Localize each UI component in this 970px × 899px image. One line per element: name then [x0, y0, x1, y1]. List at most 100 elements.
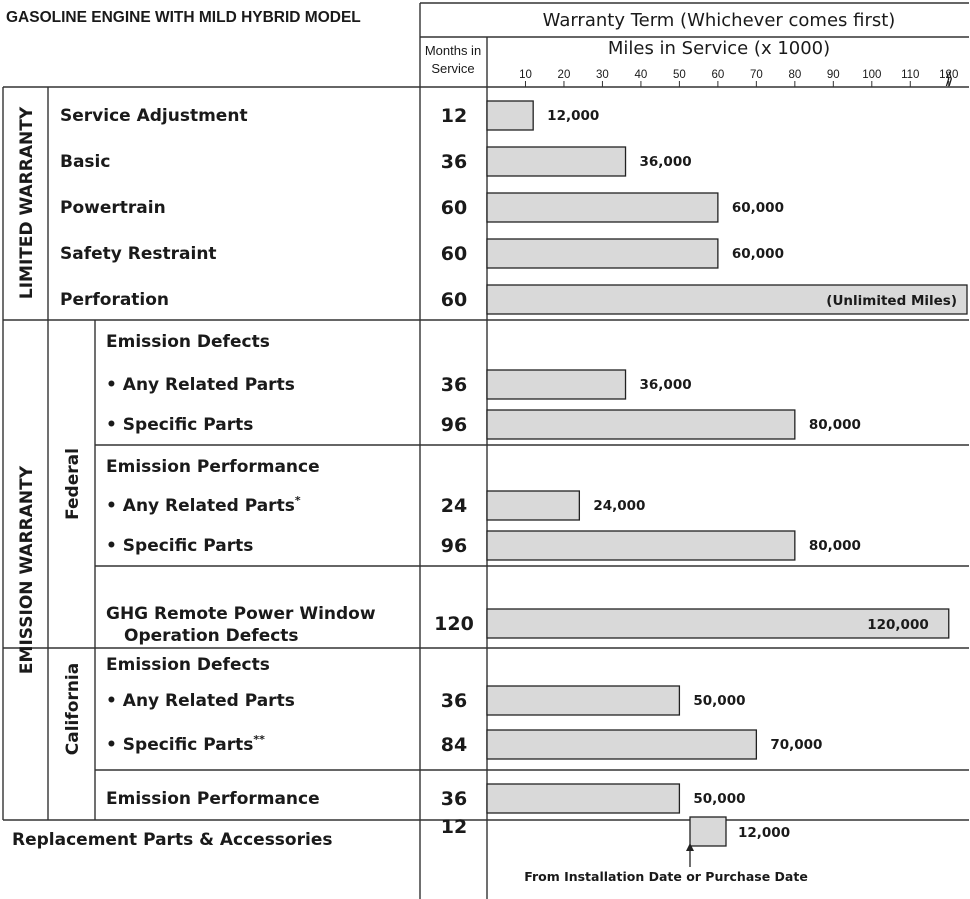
axis-tick-label: 80: [788, 69, 801, 81]
axis-tick-label: 60: [711, 69, 724, 81]
row-months: 60: [441, 289, 467, 311]
axis-tick-label: 90: [827, 69, 840, 81]
axis-tick-label: 30: [596, 69, 609, 81]
row-months: 60: [441, 197, 467, 219]
row-label: • Any Related Parts: [106, 375, 295, 395]
table-row: Powertrain 60 60,000: [60, 192, 784, 223]
table-row: Safety Restraint 60 60,000: [60, 238, 784, 269]
row-bar: [486, 530, 796, 561]
row-bar-value: (Unlimited Miles): [826, 293, 957, 309]
axis-tick-label: 120: [939, 69, 958, 81]
row-label: Safety Restraint: [60, 244, 217, 264]
axis-tick-label: 50: [673, 69, 686, 81]
row-bar: [486, 369, 627, 400]
row-label: Powertrain: [60, 198, 166, 218]
axis-tick-label: 40: [635, 69, 648, 81]
miles-axis-ticks: 10 20 30 40 50 60 70 80 90 100 110 120: [519, 69, 958, 87]
row-label: Service Adjustment: [60, 106, 248, 126]
row-bar-value: 12,000: [738, 825, 790, 841]
row-bar: [486, 146, 627, 177]
heading-california-emission-defects: Emission Defects: [106, 655, 270, 675]
row-label: • Specific Parts**: [106, 733, 265, 755]
miles-header: Miles in Service (x 1000): [608, 38, 830, 59]
row-months: 96: [441, 535, 467, 557]
row-bar: [486, 284, 968, 315]
row-months: 36: [441, 690, 467, 712]
table-row: • Specific Parts** 84 70,000: [106, 729, 822, 760]
section-california: California: [63, 663, 83, 755]
row-bar-value: 80,000: [809, 538, 861, 554]
arrow-head: [686, 843, 694, 851]
row-label: Emission Performance: [106, 789, 320, 809]
axis-tick-label: 100: [862, 69, 881, 81]
row-label-footnote-mark: *: [295, 494, 301, 507]
row-bar: [486, 409, 796, 440]
heading-federal-emission-performance: Emission Performance: [106, 457, 320, 477]
warranty-rows: Service Adjustment 12 12,000 Basic 36 36,000 P…: [12, 100, 968, 884]
row-label: • Specific Parts: [106, 536, 253, 556]
axis-tick-label: 10: [519, 69, 532, 81]
row-months: 96: [441, 414, 467, 436]
section-limited-warranty: LIMITED WARRANTY: [17, 106, 37, 299]
row-bar: [486, 783, 681, 814]
row-note: From Installation Date or Purchase Date: [524, 869, 808, 884]
table-row: Service Adjustment 12 12,000: [60, 100, 599, 131]
warranty-term-header: Warranty Term (Whichever comes first): [543, 10, 896, 31]
row-bar: [689, 816, 727, 847]
row-bar-value: 50,000: [693, 693, 745, 709]
row-bar: [486, 608, 950, 639]
row-months: 36: [441, 151, 467, 173]
row-label: • Specific Parts: [106, 415, 253, 435]
row-months: 120: [434, 613, 474, 635]
axis-tick-label: 70: [750, 69, 763, 81]
row-months: 12: [441, 816, 467, 838]
section-federal: Federal: [63, 448, 83, 520]
row-label: Replacement Parts & Accessories: [12, 830, 332, 850]
row-label: GHG Remote Power Window: [106, 604, 376, 624]
table-row: Replacement Parts & Accessories 12 12,000 F…: [12, 816, 808, 884]
page-title: GASOLINE ENGINE WITH MILD HYBRID MODEL: [6, 9, 361, 26]
row-label-footnote-mark: **: [253, 733, 265, 746]
row-bar: [486, 729, 758, 760]
row-bar: [486, 192, 719, 223]
row-bar-value: 60,000: [732, 200, 784, 216]
row-bar-value: 80,000: [809, 417, 861, 433]
table-row: • Any Related Parts 36 50,000: [106, 685, 746, 716]
row-bar-value: 50,000: [693, 791, 745, 807]
row-bar-value: 70,000: [770, 737, 822, 753]
table-row: Basic 36 36,000: [60, 146, 692, 177]
section-emission-warranty: EMISSION WARRANTY: [17, 465, 37, 674]
row-label-line2: Operation Defects: [124, 626, 299, 646]
axis-tick-label: 20: [558, 69, 571, 81]
row-months: 36: [441, 788, 467, 810]
row-label: Perforation: [60, 290, 169, 310]
row-months: 24: [441, 495, 467, 517]
row-bar-value: 60,000: [732, 246, 784, 262]
row-label: • Any Related Parts*: [106, 494, 301, 516]
row-label: • Any Related Parts: [106, 691, 295, 711]
row-bar: [486, 490, 581, 521]
row-months: 12: [441, 105, 467, 127]
months-header-line1: Months in: [425, 43, 481, 58]
row-months: 84: [441, 734, 467, 756]
row-months: 60: [441, 243, 467, 265]
heading-federal-emission-defects: Emission Defects: [106, 332, 270, 352]
table-row: • Specific Parts 96 80,000: [106, 530, 861, 561]
row-bar-value: 36,000: [640, 377, 692, 393]
table-row: • Any Related Parts 36 36,000: [106, 369, 692, 400]
row-bar-value: 12,000: [547, 108, 599, 124]
row-bar-value: 120,000: [867, 617, 929, 633]
row-bar: [486, 100, 534, 131]
axis-break-mark: ⟫: [945, 69, 954, 88]
row-months: 36: [441, 374, 467, 396]
row-bar: [486, 685, 681, 716]
row-label: Basic: [60, 152, 110, 172]
row-bar-value: 36,000: [640, 154, 692, 170]
table-row: Emission Performance 36 50,000: [106, 783, 746, 814]
table-row: • Specific Parts 96 80,000: [106, 409, 861, 440]
table-row: • Any Related Parts* 24 24,000: [106, 490, 645, 521]
table-row: Perforation 60 (Unlimited Miles): [60, 284, 968, 315]
